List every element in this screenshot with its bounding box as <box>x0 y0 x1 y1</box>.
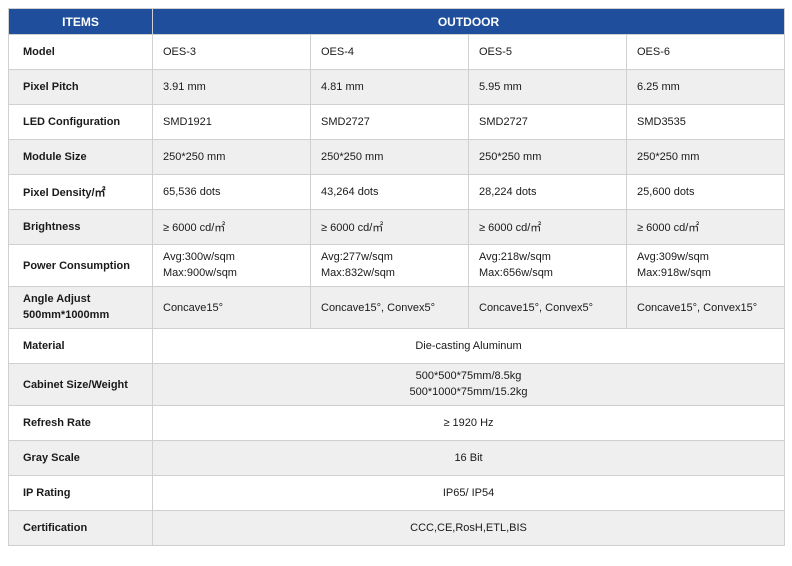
row-label: Pixel Pitch <box>9 70 153 105</box>
row-label: Material <box>9 329 153 364</box>
row-label: Gray Scale <box>9 441 153 476</box>
label-line: 500mm*1000mm <box>23 309 109 321</box>
table-row: Gray Scale 16 Bit <box>9 441 785 476</box>
table-row: LED Configuration SMD1921 SMD2727 SMD272… <box>9 105 785 140</box>
cell: 250*250 mm <box>153 140 311 175</box>
row-label: Power Consumption <box>9 245 153 287</box>
merged-cell: 500*500*75mm/8.5kg 500*1000*75mm/15.2kg <box>153 364 785 406</box>
cell: 4.81 mm <box>311 70 469 105</box>
cell-line: Avg:277w/sqm <box>321 251 393 263</box>
cell-line: Max:900w/sqm <box>163 267 237 279</box>
cell: 65,536 dots <box>153 175 311 210</box>
cell: SMD3535 <box>627 105 785 140</box>
row-label: IP Rating <box>9 476 153 511</box>
cell: Concave15°, Convex5° <box>469 287 627 329</box>
row-label: Module Size <box>9 140 153 175</box>
table-row: Angle Adjust 500mm*1000mm Concave15° Con… <box>9 287 785 329</box>
cell: 6.25 mm <box>627 70 785 105</box>
label-line: Angle Adjust <box>23 293 90 305</box>
cell: Concave15° <box>153 287 311 329</box>
row-label: Certification <box>9 511 153 546</box>
table-row: IP Rating IP65/ IP54 <box>9 476 785 511</box>
cell: ≥ 6000 cd/㎡ <box>153 210 311 245</box>
table-row: Cabinet Size/Weight 500*500*75mm/8.5kg 5… <box>9 364 785 406</box>
row-label: Brightness <box>9 210 153 245</box>
cell: SMD2727 <box>311 105 469 140</box>
table-row: Brightness ≥ 6000 cd/㎡ ≥ 6000 cd/㎡ ≥ 600… <box>9 210 785 245</box>
row-label: Pixel Density/㎡ <box>9 175 153 210</box>
cell: 25,600 dots <box>627 175 785 210</box>
row-label: Angle Adjust 500mm*1000mm <box>9 287 153 329</box>
header-row: ITEMS OUTDOOR <box>9 9 785 35</box>
cell: 250*250 mm <box>469 140 627 175</box>
merged-cell: CCC,CE,RosH,ETL,BIS <box>153 511 785 546</box>
cell: 28,224 dots <box>469 175 627 210</box>
cell: Concave15°, Convex15° <box>627 287 785 329</box>
merged-cell: ≥ 1920 Hz <box>153 406 785 441</box>
cell: OES-4 <box>311 35 469 70</box>
row-label: Cabinet Size/Weight <box>9 364 153 406</box>
cell: Avg:218w/sqm Max:656w/sqm <box>469 245 627 287</box>
row-label: Model <box>9 35 153 70</box>
cell: OES-3 <box>153 35 311 70</box>
header-outdoor: OUTDOOR <box>153 9 785 35</box>
cell: 43,264 dots <box>311 175 469 210</box>
cell: 250*250 mm <box>311 140 469 175</box>
table-row: Refresh Rate ≥ 1920 Hz <box>9 406 785 441</box>
cell: SMD2727 <box>469 105 627 140</box>
cell-line: Max:918w/sqm <box>637 267 711 279</box>
cell: OES-5 <box>469 35 627 70</box>
cell: Avg:300w/sqm Max:900w/sqm <box>153 245 311 287</box>
cell: 250*250 mm <box>627 140 785 175</box>
table-row: Material Die-casting Aluminum <box>9 329 785 364</box>
cell: 3.91 mm <box>153 70 311 105</box>
table-row: Pixel Density/㎡ 65,536 dots 43,264 dots … <box>9 175 785 210</box>
cell-line: 500*1000*75mm/15.2kg <box>410 386 528 398</box>
merged-cell: 16 Bit <box>153 441 785 476</box>
merged-cell: IP65/ IP54 <box>153 476 785 511</box>
cell-line: Avg:300w/sqm <box>163 251 235 263</box>
cell: ≥ 6000 cd/㎡ <box>311 210 469 245</box>
cell-line: Max:832w/sqm <box>321 267 395 279</box>
table-row: Module Size 250*250 mm 250*250 mm 250*25… <box>9 140 785 175</box>
cell: 5.95 mm <box>469 70 627 105</box>
cell: OES-6 <box>627 35 785 70</box>
merged-cell: Die-casting Aluminum <box>153 329 785 364</box>
cell: Avg:309w/sqm Max:918w/sqm <box>627 245 785 287</box>
table-row: Certification CCC,CE,RosH,ETL,BIS <box>9 511 785 546</box>
row-label: LED Configuration <box>9 105 153 140</box>
cell: Concave15°, Convex5° <box>311 287 469 329</box>
cell-line: Avg:218w/sqm <box>479 251 551 263</box>
cell: Avg:277w/sqm Max:832w/sqm <box>311 245 469 287</box>
cell-line: Max:656w/sqm <box>479 267 553 279</box>
cell: ≥ 6000 cd/㎡ <box>627 210 785 245</box>
cell: ≥ 6000 cd/㎡ <box>469 210 627 245</box>
table-row: Pixel Pitch 3.91 mm 4.81 mm 5.95 mm 6.25… <box>9 70 785 105</box>
row-label: Refresh Rate <box>9 406 153 441</box>
cell: SMD1921 <box>153 105 311 140</box>
cell-line: 500*500*75mm/8.5kg <box>416 370 522 382</box>
spec-table: ITEMS OUTDOOR Model OES-3 OES-4 OES-5 OE… <box>8 8 785 546</box>
header-items: ITEMS <box>9 9 153 35</box>
table-row: Model OES-3 OES-4 OES-5 OES-6 <box>9 35 785 70</box>
cell-line: Avg:309w/sqm <box>637 251 709 263</box>
table-row: Power Consumption Avg:300w/sqm Max:900w/… <box>9 245 785 287</box>
